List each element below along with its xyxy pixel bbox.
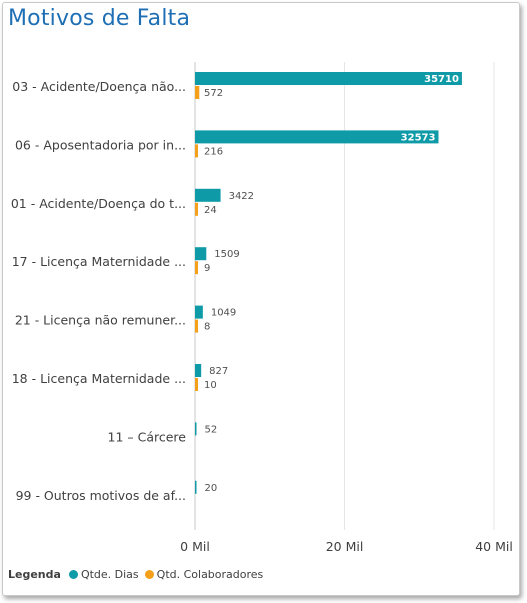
x-tick-label: 20 Mil — [326, 539, 364, 554]
category-label: 17 - Licença Maternidade ... — [12, 254, 186, 269]
category-label: 18 - Licença Maternidade ... — [12, 371, 186, 386]
value-label-qtde-dias: 1509 — [214, 249, 239, 260]
bar-qtde-dias[interactable] — [195, 480, 197, 494]
chart-title: Motivos de Falta — [8, 6, 191, 31]
legend-item-dias[interactable]: Qtde. Dias — [68, 568, 139, 581]
category-label: 03 - Acidente/Doença não... — [12, 79, 186, 94]
legend-title: Legenda — [8, 568, 61, 581]
value-label-qtd-colaboradores: 8 — [204, 322, 210, 333]
value-label-qtde-dias: 1049 — [211, 308, 236, 319]
bar-qtde-dias[interactable] — [195, 130, 439, 144]
value-label-qtd-colaboradores: 10 — [204, 380, 217, 391]
value-label-qtd-colaboradores: 24 — [204, 205, 217, 216]
bar-qtde-dias[interactable] — [195, 72, 462, 85]
bar-qtd-colaboradores[interactable] — [195, 144, 198, 158]
value-label-qtd-colaboradores: 216 — [204, 146, 223, 157]
bar-qtde-dias[interactable] — [195, 188, 221, 202]
legend-item-colaboradores[interactable]: Qtd. Colaboradores — [144, 568, 264, 581]
legend-dot-dias — [68, 570, 78, 579]
legend: Legenda Qtde. Dias Qtd. Colaboradores — [8, 568, 269, 581]
bar-qtde-dias[interactable] — [195, 364, 202, 377]
value-label-qtde-dias: 3422 — [229, 191, 254, 202]
x-tick-label: 0 Mil — [180, 539, 210, 554]
category-label: 01 - Acidente/Doença do t... — [11, 196, 186, 211]
legend-label-colaboradores: Qtd. Colaboradores — [156, 568, 264, 581]
chart-card — [2, 2, 520, 596]
bar-qtde-dias[interactable] — [195, 422, 197, 436]
bar-qtde-dias[interactable] — [195, 247, 207, 261]
value-label-qtde-dias: 20 — [205, 483, 218, 494]
category-label: 21 - Licença não remuner... — [15, 313, 186, 328]
value-label-qtd-colaboradores: 9 — [204, 263, 210, 274]
bar-qtd-colaboradores[interactable] — [195, 202, 198, 216]
value-label-qtde-dias: 35710 — [424, 74, 459, 85]
value-label-qtde-dias: 827 — [209, 366, 228, 377]
x-tick-label: 40 Mil — [475, 539, 513, 554]
value-label-qtde-dias: 32573 — [401, 132, 436, 143]
legend-dot-colaboradores — [144, 570, 154, 579]
bar-qtde-dias[interactable] — [195, 305, 203, 319]
value-label-qtde-dias: 52 — [205, 424, 218, 435]
value-label-qtd-colaboradores: 572 — [204, 88, 223, 99]
bar-qtd-colaboradores[interactable] — [195, 86, 200, 99]
category-label: 99 - Outros motivos de af... — [16, 488, 186, 503]
bar-qtd-colaboradores[interactable] — [195, 378, 198, 391]
bar-qtd-colaboradores[interactable] — [195, 319, 198, 333]
category-label: 06 - Aposentadoria por in... — [15, 137, 186, 152]
bar-qtd-colaboradores[interactable] — [195, 261, 198, 275]
category-label: 11 – Cárcere — [108, 429, 187, 444]
legend-label-dias: Qtde. Dias — [80, 568, 139, 581]
